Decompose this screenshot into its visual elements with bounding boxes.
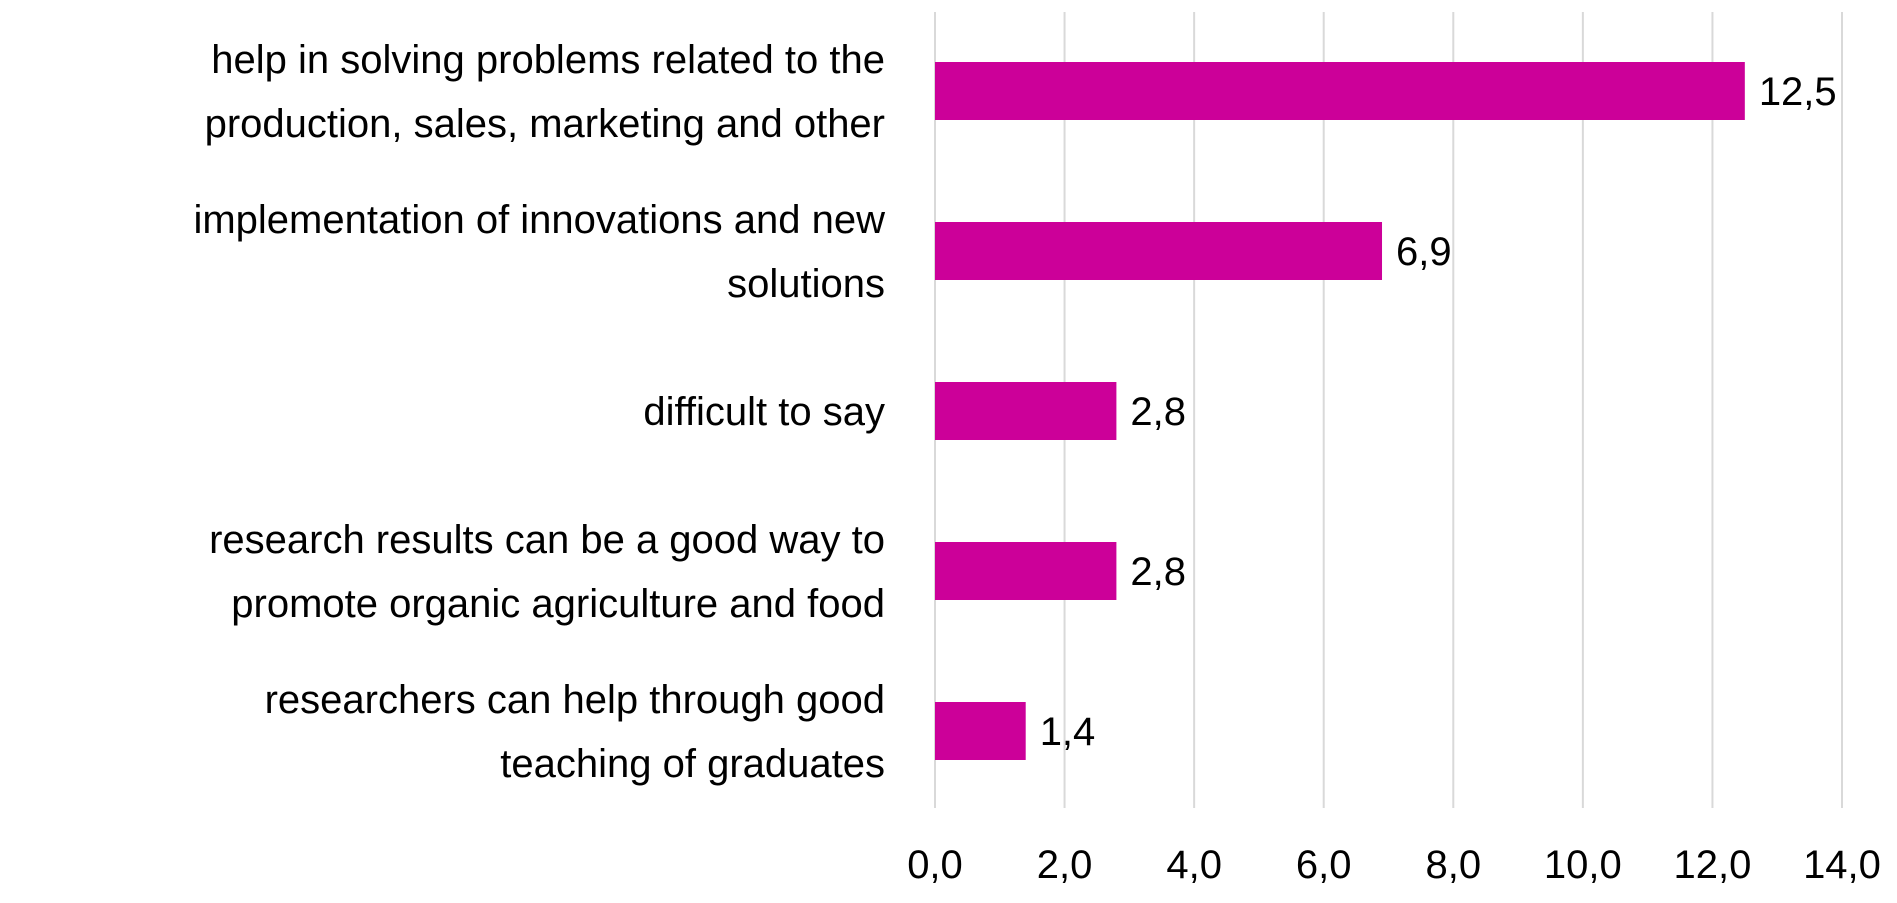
bar-value-label: 2,8	[1130, 390, 1186, 434]
category-label: implementation of innovations and new sol…	[193, 198, 885, 306]
category-label-line: production, sales, marketing and other	[205, 102, 885, 146]
bar-value-label: 2,8	[1130, 550, 1186, 594]
category-label: help in solving problems related to the p…	[205, 38, 885, 146]
x-tick-label: 12,0	[1673, 843, 1751, 887]
bar-value-label: 1,4	[1040, 710, 1096, 754]
x-tick-label: 6,0	[1296, 843, 1352, 887]
bar	[935, 62, 1745, 120]
category-label-line: help in solving problems related to the	[211, 38, 885, 82]
x-tick-label: 2,0	[1037, 843, 1093, 887]
value-labels: 12,5 6,9 2,8 2,8 1,4	[1040, 70, 1837, 754]
category-label: researchers can help through good teachin…	[265, 678, 885, 786]
x-tick-label: 14,0	[1803, 843, 1881, 887]
x-tick-label: 8,0	[1425, 843, 1481, 887]
category-label-line: research results can be a good way to	[209, 518, 885, 562]
bar	[935, 382, 1117, 440]
bar-value-label: 12,5	[1759, 70, 1837, 114]
bar	[935, 222, 1383, 280]
x-tick-label: 0,0	[907, 843, 963, 887]
x-axis-tick-labels: 0,0 2,0 4,0 6,0 8,0 10,0 12,0 14,0	[907, 843, 1881, 887]
category-label-line: difficult to say	[643, 390, 885, 434]
category-label: difficult to say	[643, 390, 885, 434]
category-label-line: teaching of graduates	[500, 742, 885, 786]
x-tick-label: 10,0	[1544, 843, 1622, 887]
x-tick-label: 4,0	[1166, 843, 1222, 887]
gridlines	[934, 12, 1843, 808]
bar	[935, 702, 1026, 760]
bar	[935, 542, 1117, 600]
bar-value-label: 6,9	[1396, 230, 1452, 274]
category-label: research results can be a good way to pro…	[209, 518, 885, 626]
category-label-line: researchers can help through good	[265, 678, 885, 722]
category-label-line: promote organic agriculture and food	[231, 582, 885, 626]
category-label-line: solutions	[727, 262, 885, 306]
bars	[935, 62, 1745, 760]
category-labels: help in solving problems related to the p…	[193, 38, 885, 786]
category-label-line: implementation of innovations and new	[193, 198, 885, 242]
